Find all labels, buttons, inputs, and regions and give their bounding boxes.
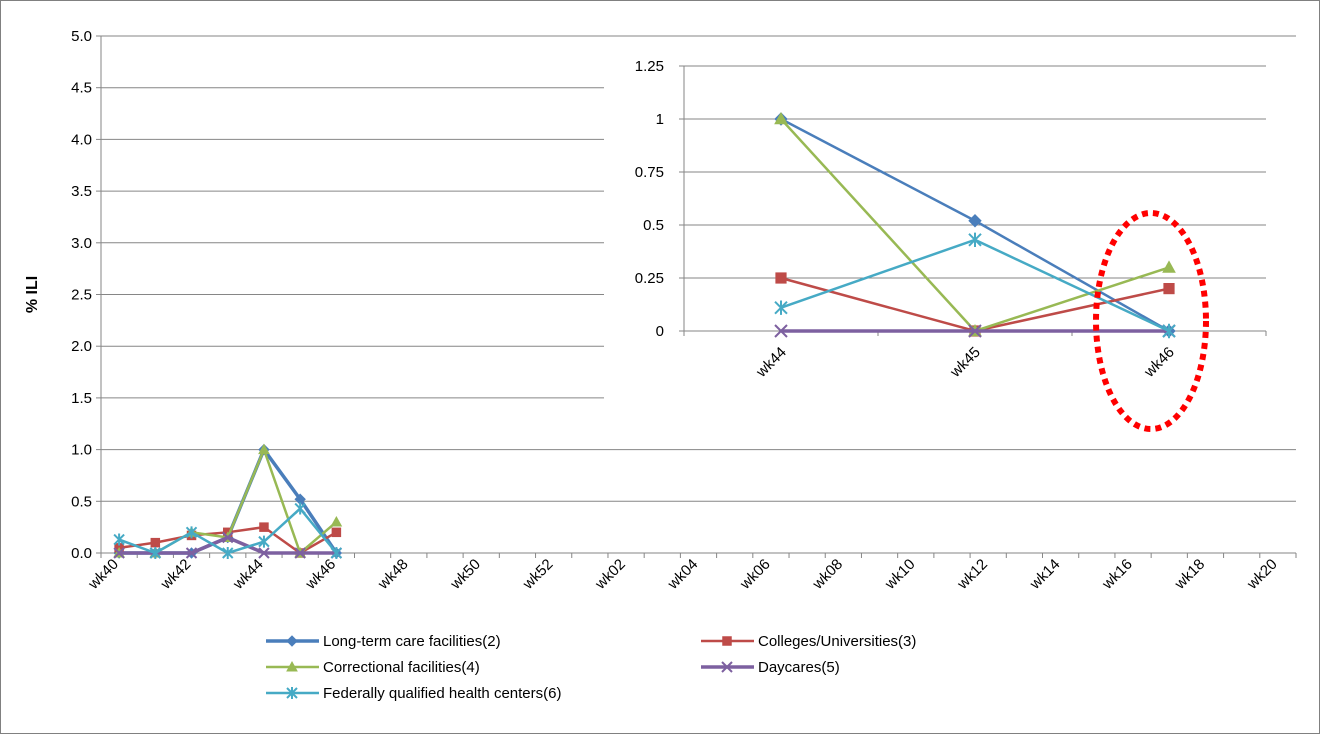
main-x-tick-label: wk18: [1171, 556, 1208, 593]
main-x-tick-label: wk14: [1026, 556, 1063, 593]
legend-item: Federally qualified health centers(6): [266, 685, 561, 702]
inset-background: [604, 41, 1296, 411]
inset-series-group: [774, 111, 1176, 339]
main-data-point: [258, 443, 270, 455]
main-data-point: [294, 547, 306, 559]
legend-item: Colleges/Universities(3): [701, 633, 916, 650]
main-x-tick-label: wk06: [736, 556, 773, 593]
legend-swatch-marker: [286, 660, 298, 672]
inset-data-point: [968, 324, 982, 338]
inset-y-tick-label: 0.5: [643, 217, 664, 234]
main-data-point: [258, 535, 270, 548]
inset-data-point: [774, 111, 788, 125]
legend-label: Colleges/Universities(3): [758, 633, 916, 650]
legend-label: Long-term care facilities(2): [323, 633, 501, 650]
legend-item: Correctional facilities(4): [266, 659, 480, 676]
legend-item: Long-term care facilities(2): [266, 633, 501, 650]
main-y-tick-label: 1.5: [71, 390, 92, 407]
inset-y-tick-label: 0.25: [635, 270, 664, 287]
legend-label: Correctional facilities(4): [323, 659, 480, 676]
main-data-point: [222, 547, 234, 559]
legend-label: Daycares(5): [758, 659, 840, 676]
main-x-tick-labels: wk40 wk42 wk44 wk46 wk48 wk50 wk52 wk02 wk04 wk06…: [84, 556, 1280, 593]
main-y-tick-label: 5.0: [71, 28, 92, 45]
inset-y-tick-label: 1: [656, 111, 664, 128]
main-data-point: [149, 547, 162, 559]
main-data-point: [331, 527, 342, 538]
legend-swatch-marker: [722, 636, 732, 646]
main-x-tick-label: wk10: [881, 556, 918, 593]
main-x-tick-label: wk44: [229, 556, 266, 593]
main-y-tick-labels: 0.0 0.5 1.0 1.5 2.0 2.5 3.0 3.5 4.0 4.5 5.0: [71, 28, 92, 562]
main-x-tick-label: wk08: [809, 556, 846, 593]
main-data-point: [113, 547, 125, 559]
main-x-tick-label: wk04: [664, 556, 701, 593]
main-axes: [96, 35, 1297, 558]
inset-y-tick-labels: 0 0.25 0.5 0.75 1 1.25: [635, 58, 664, 340]
main-y-tick-label: 2.0: [71, 338, 92, 355]
main-data-point: [150, 537, 161, 548]
inset-data-point: [775, 272, 787, 284]
main-data-point: [113, 533, 125, 546]
inset-y-tick-label: 0: [656, 323, 664, 340]
main-y-tick-label: 2.5: [71, 287, 92, 304]
main-y-tick-label: 0.0: [71, 545, 92, 562]
legend-swatch-marker: [286, 687, 298, 699]
inset-data-point: [1162, 260, 1176, 273]
inset-data-point: [968, 232, 982, 248]
main-x-tick-label: wk42: [157, 556, 194, 593]
main-y-tick-label: 0.5: [71, 493, 92, 510]
main-data-point: [294, 502, 306, 515]
highlight-ellipse: [1093, 210, 1209, 432]
main-x-tick-label: wk12: [954, 556, 991, 593]
main-x-tick-label: wk20: [1243, 556, 1280, 593]
main-y-tick-label: 4.0: [71, 131, 92, 148]
inset-data-point: [774, 300, 788, 315]
inset-data-point: [1163, 283, 1175, 295]
main-x-tick-label: wk50: [447, 556, 484, 593]
main-y-tick-label: 3.5: [71, 183, 92, 200]
main-data-point: [185, 526, 198, 539]
y-axis-label: % ILI: [24, 276, 41, 313]
main-data-point: [185, 547, 198, 559]
legend-label: Federally qualified health centers(6): [323, 685, 561, 702]
main-data-point: [258, 547, 270, 559]
legend-swatch-marker: [721, 661, 733, 673]
main-data-point: [330, 515, 343, 527]
legend-item: Daycares(5): [701, 659, 840, 676]
main-x-tick-label: wk48: [374, 556, 411, 593]
main-x-tick-label: wk02: [591, 556, 628, 593]
main-y-tick-label: 4.5: [71, 80, 92, 97]
main-series-5: [113, 502, 343, 559]
main-x-tick-label: wk16: [1098, 556, 1135, 593]
inset-y-tick-label: 1.25: [635, 58, 664, 75]
main-data-point: [330, 547, 343, 559]
inset-y-tick-label: 0.75: [635, 164, 664, 181]
inset-data-point: [968, 214, 982, 228]
main-y-tick-label: 3.0: [71, 235, 92, 252]
inset-data-point: [774, 324, 788, 338]
main-data-point: [222, 531, 234, 544]
main-x-tick-label: wk52: [519, 556, 556, 593]
main-x-tick-label: wk46: [302, 556, 339, 593]
main-y-tick-label: 1.0: [71, 442, 92, 459]
legend-swatch-marker: [286, 635, 298, 647]
inset-series-5: [774, 232, 1176, 339]
main-data-point: [259, 522, 269, 532]
inset-data-point: [1162, 323, 1176, 339]
main-series-group: [113, 443, 343, 559]
legend: Long-term care facilities(2) Colleges/Uni…: [266, 633, 916, 702]
